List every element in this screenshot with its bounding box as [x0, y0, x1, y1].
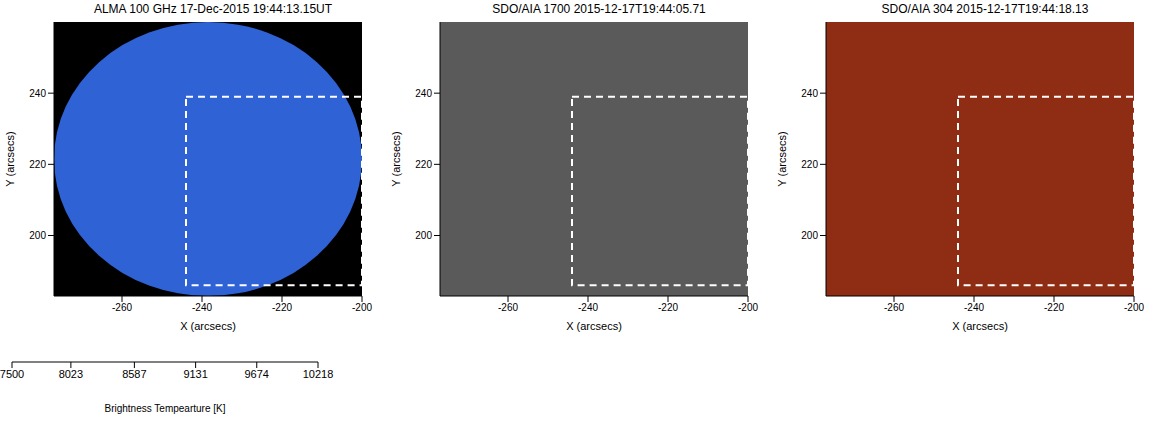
svg-text:200: 200 [415, 230, 432, 241]
svg-text:10218: 10218 [303, 368, 334, 380]
svg-text:Brightness Tempearture [K]: Brightness Tempearture [K] [105, 403, 226, 414]
svg-text:220: 220 [415, 159, 432, 170]
svg-text:8587: 8587 [122, 368, 146, 380]
svg-text:-260: -260 [112, 302, 132, 313]
html-text:SDO/AIA 1700 2015-12-17T19:44:: SDO/AIA 1700 2015-12-17T19:44:05.71 [492, 2, 706, 16]
svg-text:Y (arcsecs): Y (arcsecs) [776, 131, 788, 186]
svg-text:-220: -220 [658, 302, 678, 313]
svg-text:200: 200 [801, 230, 818, 241]
svg-text:9131: 9131 [183, 368, 207, 380]
svg-text:220: 220 [29, 159, 46, 170]
svg-text:240: 240 [415, 88, 432, 99]
svg-text:Y (arcsecs): Y (arcsecs) [4, 131, 16, 186]
svg-text:-200: -200 [1124, 302, 1144, 313]
html-text:ALMA 100 GHz 17-Dec-2015 19:44: ALMA 100 GHz 17-Dec-2015 19:44:13.15UT [93, 2, 333, 16]
svg-text:Y (arcsecs): Y (arcsecs) [390, 131, 402, 186]
svg-text:X (arcsecs): X (arcsecs) [566, 320, 622, 332]
svg-text:220: 220 [801, 159, 818, 170]
svg-text:-200: -200 [738, 302, 758, 313]
svg-text:7500: 7500 [0, 368, 24, 380]
svg-text:8023: 8023 [59, 368, 83, 380]
svg-text:-220: -220 [1044, 302, 1064, 313]
svg-text:200: 200 [29, 230, 46, 241]
svg-text:240: 240 [801, 88, 818, 99]
svg-text:9674: 9674 [245, 368, 269, 380]
html-text:SDO/AIA 304 2015-12-17T19:44:1: SDO/AIA 304 2015-12-17T19:44:18.13 [881, 2, 1089, 16]
svg-text:-240: -240 [192, 302, 212, 313]
svg-text:-240: -240 [578, 302, 598, 313]
svg-text:-260: -260 [884, 302, 904, 313]
svg-text:-240: -240 [964, 302, 984, 313]
svg-text:X (arcsecs): X (arcsecs) [180, 320, 236, 332]
svg-text:-220: -220 [272, 302, 292, 313]
svg-text:240: 240 [29, 88, 46, 99]
svg-text:-200: -200 [352, 302, 372, 313]
svg-text:X (arcsecs): X (arcsecs) [952, 320, 1008, 332]
svg-text:-260: -260 [498, 302, 518, 313]
